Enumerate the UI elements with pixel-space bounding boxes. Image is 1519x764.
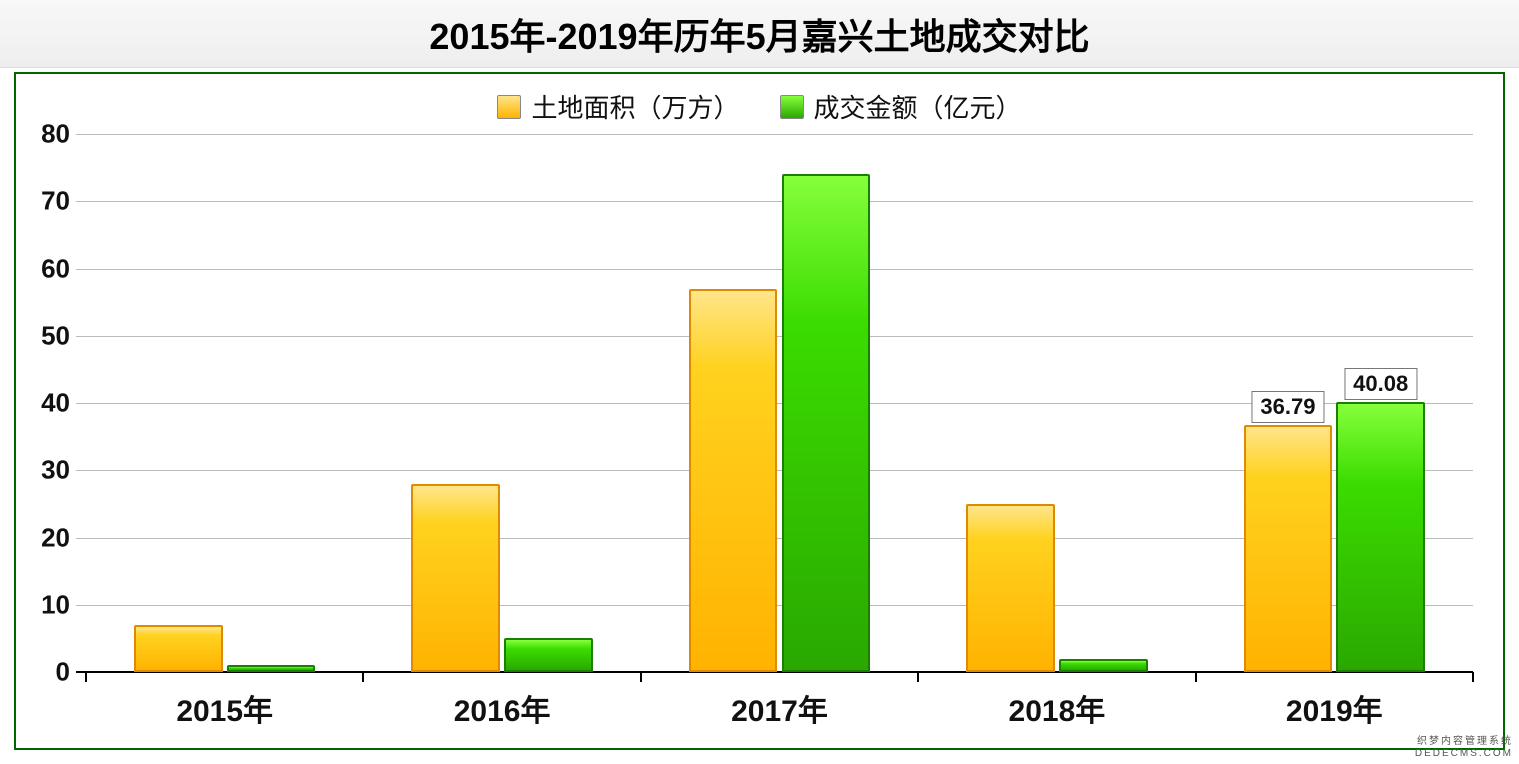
- bar-area: [689, 289, 778, 672]
- plot-area: 土地面积（万方） 成交金额（亿元） 010203040506070802015年…: [14, 72, 1505, 750]
- ytick-label: 30: [41, 455, 70, 486]
- xtick-mark: [1195, 672, 1197, 682]
- legend-swatch-green: [780, 95, 804, 119]
- bar-area: [966, 504, 1055, 672]
- watermark-line2: DEDECMS.COM: [1415, 748, 1513, 760]
- xtick-label: 2019年: [1286, 686, 1383, 730]
- watermark: 织梦内容管理系统 DEDECMS.COM: [1415, 736, 1513, 760]
- xtick-label: 2018年: [1009, 686, 1106, 730]
- xtick-mark: [362, 672, 364, 682]
- ytick-label: 0: [56, 657, 70, 688]
- gridline: [76, 134, 1473, 135]
- xtick-mark: [640, 672, 642, 682]
- ytick-label: 70: [41, 186, 70, 217]
- data-label: 36.79: [1251, 391, 1324, 423]
- bar-amount: [1336, 402, 1425, 672]
- xtick-mark: [85, 672, 87, 682]
- legend: 土地面积（万方） 成交金额（亿元）: [16, 88, 1503, 125]
- bar-area: [1244, 425, 1333, 672]
- legend-label-area: 土地面积（万方）: [531, 88, 739, 125]
- axes-zone: 010203040506070802015年2016年2017年2018年201…: [86, 134, 1473, 672]
- xtick-mark: [917, 672, 919, 682]
- gridline: [76, 201, 1473, 202]
- xtick-label: 2015年: [176, 686, 273, 730]
- bar-amount: [1059, 659, 1148, 672]
- xtick-label: 2016年: [454, 686, 551, 730]
- legend-item-area: 土地面积（万方）: [497, 88, 739, 125]
- legend-label-amount: 成交金额（亿元）: [814, 88, 1022, 125]
- ytick-label: 40: [41, 388, 70, 419]
- xtick-label: 2017年: [731, 686, 828, 730]
- title-bar: 2015年-2019年历年5月嘉兴土地成交对比: [0, 0, 1519, 68]
- bar-area: [411, 484, 500, 672]
- legend-item-amount: 成交金额（亿元）: [780, 88, 1022, 125]
- bar-amount: [227, 665, 316, 672]
- legend-swatch-orange: [497, 95, 521, 119]
- bar-amount: [504, 638, 593, 672]
- ytick-label: 50: [41, 320, 70, 351]
- watermark-line1: 织梦内容管理系统: [1415, 736, 1513, 748]
- ytick-label: 20: [41, 522, 70, 553]
- bar-area: [134, 625, 223, 672]
- ytick-label: 60: [41, 253, 70, 284]
- ytick-label: 10: [41, 589, 70, 620]
- chart-title: 2015年-2019年历年5月嘉兴土地成交对比: [429, 8, 1089, 60]
- ytick-label: 80: [41, 119, 70, 150]
- xtick-mark: [1472, 672, 1474, 682]
- bar-amount: [782, 174, 871, 672]
- data-label: 40.08: [1344, 368, 1417, 400]
- chart-wrapper: 2015年-2019年历年5月嘉兴土地成交对比 土地面积（万方） 成交金额（亿元…: [0, 0, 1519, 764]
- gridline: [76, 269, 1473, 270]
